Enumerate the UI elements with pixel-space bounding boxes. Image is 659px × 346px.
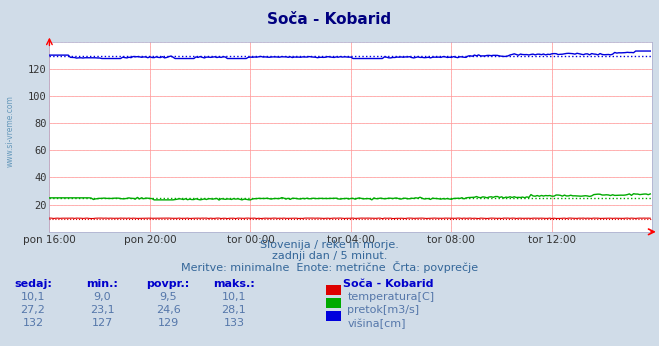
Text: sedaj:: sedaj:	[14, 279, 52, 289]
Text: 27,2: 27,2	[20, 305, 45, 315]
Text: temperatura[C]: temperatura[C]	[347, 292, 434, 302]
Text: maks.:: maks.:	[213, 279, 255, 289]
Text: min.:: min.:	[86, 279, 118, 289]
Text: 24,6: 24,6	[156, 305, 181, 315]
Text: 10,1: 10,1	[221, 292, 246, 302]
Text: povpr.:: povpr.:	[146, 279, 190, 289]
Text: 129: 129	[158, 318, 179, 328]
Text: 132: 132	[22, 318, 43, 328]
Text: Soča - Kobarid: Soča - Kobarid	[268, 12, 391, 27]
Text: 23,1: 23,1	[90, 305, 115, 315]
Text: 10,1: 10,1	[20, 292, 45, 302]
Text: 127: 127	[92, 318, 113, 328]
Text: zadnji dan / 5 minut.: zadnji dan / 5 minut.	[272, 251, 387, 261]
Text: višina[cm]: višina[cm]	[347, 318, 406, 329]
Text: 133: 133	[223, 318, 244, 328]
Text: 9,0: 9,0	[94, 292, 111, 302]
Text: Meritve: minimalne  Enote: metrične  Črta: povprečje: Meritve: minimalne Enote: metrične Črta:…	[181, 261, 478, 273]
Text: pretok[m3/s]: pretok[m3/s]	[347, 305, 419, 315]
Text: 9,5: 9,5	[159, 292, 177, 302]
Text: www.si-vreme.com: www.si-vreme.com	[5, 95, 14, 167]
Text: Slovenija / reke in morje.: Slovenija / reke in morje.	[260, 240, 399, 251]
Text: Soča - Kobarid: Soča - Kobarid	[343, 279, 433, 289]
Text: 28,1: 28,1	[221, 305, 246, 315]
